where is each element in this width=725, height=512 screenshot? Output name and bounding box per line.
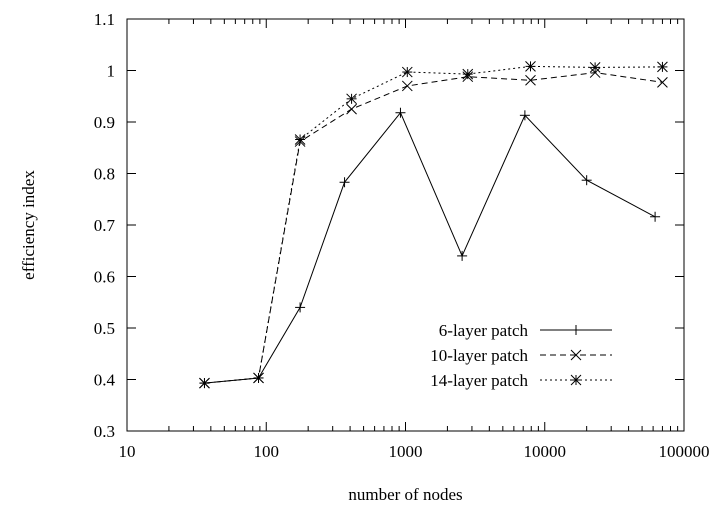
y-tick-label: 1: [107, 62, 116, 81]
data-point: [295, 302, 306, 313]
data-point: [657, 61, 668, 73]
legend: 6-layer patch 10-layer patch 14-layer patc…: [430, 321, 612, 390]
y-axis-label: efficiency index: [19, 170, 38, 280]
legend-label: 14-layer patch: [430, 371, 528, 390]
axis-ticks: 0.3 0.4 0.5 0.6 0.7 0.8 0.9 1 1.1 10 100 1000 10000 1…: [94, 10, 710, 461]
y-tick-label: 0.3: [94, 422, 115, 441]
data-point: [457, 250, 468, 261]
data-point: [519, 110, 530, 121]
y-tick-label: 0.8: [94, 165, 115, 184]
y-tick-label: 0.5: [94, 319, 115, 338]
x-axis-label: number of nodes: [348, 485, 462, 504]
data-point: [525, 61, 536, 72]
x-tick-label: 100000: [659, 442, 710, 461]
legend-label: 6-layer patch: [439, 321, 529, 340]
data-point: [395, 107, 406, 118]
data-point: [525, 74, 536, 86]
data-point: [462, 68, 474, 80]
legend-item: 6-layer patch: [439, 321, 612, 340]
x-tick-label: 10000: [524, 442, 567, 461]
data-point: [339, 177, 350, 188]
data-point: [589, 67, 601, 78]
legend-label: 10-layer patch: [430, 346, 528, 365]
series-3: [199, 61, 668, 389]
y-tick-label: 0.7: [94, 216, 116, 235]
legend-item: 10-layer patch: [430, 346, 612, 365]
legend-marker: [570, 374, 582, 386]
y-tick-label: 0.6: [94, 268, 115, 287]
y-tick-label: 1.1: [94, 10, 115, 29]
data-point: [657, 76, 668, 88]
plot-frame: [126, 18, 685, 432]
series-line: [204, 72, 663, 384]
y-tick-label: 0.4: [94, 371, 116, 390]
legend-marker: [570, 349, 582, 361]
data-point: [346, 93, 357, 105]
data-point: [589, 62, 601, 73]
x-tick-label: 10: [119, 442, 136, 461]
series-2: [199, 67, 668, 389]
data-point: [401, 80, 413, 92]
data-point: [581, 175, 592, 186]
legend-marker: [571, 325, 581, 335]
series-layer: [199, 61, 668, 389]
data-point: [253, 372, 264, 384]
series-line: [204, 111, 656, 384]
data-point: [401, 66, 413, 78]
y-tick-label: 0.9: [94, 113, 115, 132]
legend-item: 14-layer patch: [430, 371, 612, 390]
series-line: [204, 65, 663, 384]
x-tick-label: 100: [254, 442, 280, 461]
data-point: [650, 211, 661, 222]
data-point: [199, 377, 210, 389]
x-tick-label: 1000: [389, 442, 423, 461]
data-point: [294, 134, 306, 145]
data-point: [346, 103, 357, 115]
